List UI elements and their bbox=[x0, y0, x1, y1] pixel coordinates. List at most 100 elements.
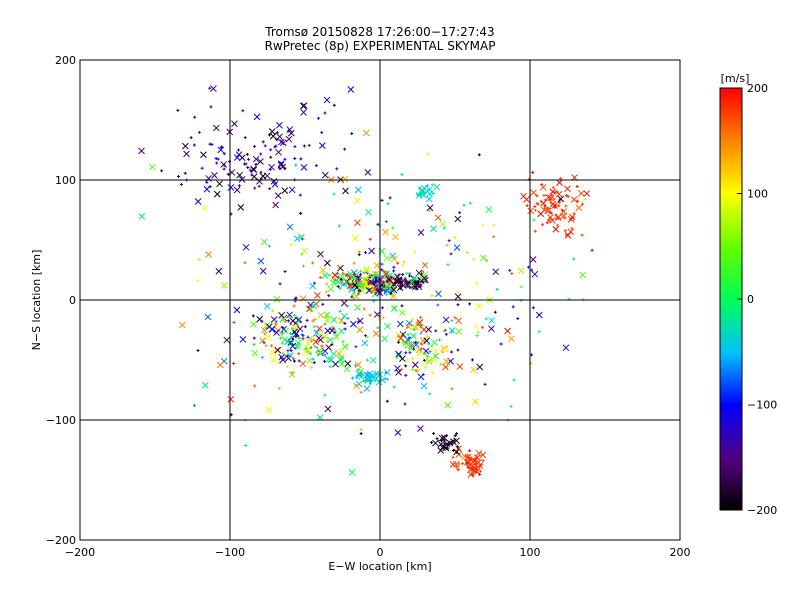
point-plus-marker bbox=[311, 357, 315, 361]
point-plus-marker bbox=[424, 365, 428, 369]
point-x-marker bbox=[317, 250, 324, 258]
point-plus-marker bbox=[466, 456, 470, 460]
point-plus-marker bbox=[451, 455, 455, 459]
point-x-marker bbox=[453, 244, 461, 251]
y-tick-label: 200 bbox=[55, 54, 76, 67]
point-plus-marker bbox=[400, 367, 404, 371]
point-plus-marker bbox=[427, 342, 431, 346]
point-plus-marker bbox=[552, 191, 556, 195]
point-plus-marker bbox=[583, 197, 587, 201]
point-plus-marker bbox=[352, 261, 356, 265]
point-plus-marker bbox=[357, 320, 361, 324]
point-plus-marker bbox=[434, 329, 438, 333]
point-plus-marker bbox=[192, 143, 196, 147]
point-x-marker bbox=[454, 293, 462, 300]
point-plus-marker bbox=[470, 358, 474, 362]
point-plus-marker bbox=[320, 131, 324, 135]
point-plus-marker bbox=[350, 132, 354, 136]
point-plus-marker bbox=[414, 369, 418, 373]
point-plus-marker bbox=[385, 399, 389, 403]
point-plus-marker bbox=[458, 211, 462, 215]
point-plus-marker bbox=[565, 194, 569, 198]
point-plus-marker bbox=[364, 277, 368, 281]
point-plus-marker bbox=[404, 345, 408, 349]
point-plus-marker bbox=[364, 251, 368, 255]
point-x-marker bbox=[432, 348, 439, 355]
x-axis-label: E−W location [km] bbox=[328, 560, 431, 573]
point-plus-marker bbox=[480, 325, 484, 329]
point-plus-marker bbox=[456, 289, 460, 293]
point-plus-marker bbox=[380, 198, 384, 202]
point-plus-marker bbox=[357, 374, 361, 378]
point-x-marker bbox=[338, 327, 345, 335]
point-x-marker bbox=[341, 343, 349, 350]
point-plus-marker bbox=[196, 279, 200, 283]
point-x-marker bbox=[547, 213, 554, 221]
point-x-marker bbox=[426, 204, 434, 212]
point-plus-marker bbox=[283, 269, 287, 273]
point-x-marker bbox=[260, 238, 268, 246]
point-plus-marker bbox=[411, 368, 415, 372]
point-plus-marker bbox=[465, 251, 469, 255]
point-plus-marker bbox=[473, 459, 477, 463]
point-plus-marker bbox=[252, 336, 256, 340]
point-x-marker bbox=[323, 96, 331, 104]
point-x-marker bbox=[352, 293, 360, 301]
y-axis-label: N−S location [km] bbox=[30, 250, 43, 351]
point-x-marker bbox=[358, 287, 366, 295]
point-plus-marker bbox=[285, 365, 289, 369]
point-plus-marker bbox=[416, 369, 420, 373]
point-plus-marker bbox=[396, 337, 400, 341]
point-plus-marker bbox=[345, 274, 349, 278]
point-plus-marker bbox=[495, 287, 499, 291]
point-x-marker bbox=[205, 251, 212, 258]
point-plus-marker bbox=[322, 359, 326, 363]
point-plus-marker bbox=[384, 371, 388, 375]
point-plus-marker bbox=[301, 337, 305, 341]
grid-lines bbox=[80, 60, 680, 540]
point-plus-marker bbox=[254, 162, 258, 166]
point-plus-marker bbox=[357, 275, 361, 279]
point-plus-marker bbox=[382, 316, 386, 320]
point-plus-marker bbox=[531, 171, 535, 175]
point-plus-marker bbox=[267, 244, 271, 248]
point-plus-marker bbox=[376, 326, 380, 330]
point-x-marker bbox=[235, 151, 243, 158]
point-plus-marker bbox=[453, 236, 457, 240]
point-x-marker bbox=[269, 132, 277, 140]
point-plus-marker bbox=[481, 223, 485, 227]
point-plus-marker bbox=[346, 317, 350, 321]
point-x-marker bbox=[395, 331, 402, 339]
point-plus-marker bbox=[292, 314, 296, 318]
point-x-marker bbox=[257, 158, 264, 165]
point-x-marker bbox=[421, 274, 428, 282]
point-x-marker bbox=[392, 233, 399, 241]
point-plus-marker bbox=[176, 175, 180, 179]
point-plus-marker bbox=[269, 155, 273, 159]
point-plus-marker bbox=[456, 348, 460, 352]
point-plus-marker bbox=[268, 187, 272, 191]
point-x-marker bbox=[357, 367, 365, 375]
point-plus-marker bbox=[367, 288, 371, 292]
point-plus-marker bbox=[289, 335, 293, 339]
point-plus-marker bbox=[560, 209, 564, 213]
point-plus-marker bbox=[243, 136, 247, 140]
point-x-marker bbox=[479, 451, 487, 459]
point-x-marker bbox=[562, 344, 570, 352]
point-x-marker bbox=[552, 225, 560, 233]
point-plus-marker bbox=[474, 468, 478, 472]
point-plus-marker bbox=[325, 282, 329, 286]
point-plus-marker bbox=[470, 473, 474, 477]
point-x-marker bbox=[399, 355, 406, 363]
point-plus-marker bbox=[446, 263, 450, 267]
point-plus-marker bbox=[275, 131, 279, 135]
chart-title: Tromsø 20150828 17:26:00−17:27:43 bbox=[264, 25, 494, 39]
point-plus-marker bbox=[246, 165, 250, 169]
point-plus-marker bbox=[431, 371, 435, 375]
point-x-marker bbox=[365, 208, 372, 216]
chart-subtitle: RwPretec (8p) EXPERIMENTAL SKYMAP bbox=[265, 39, 496, 53]
point-x-marker bbox=[330, 350, 337, 358]
point-x-marker bbox=[301, 247, 308, 255]
point-x-marker bbox=[300, 109, 307, 116]
point-plus-marker bbox=[580, 233, 584, 237]
